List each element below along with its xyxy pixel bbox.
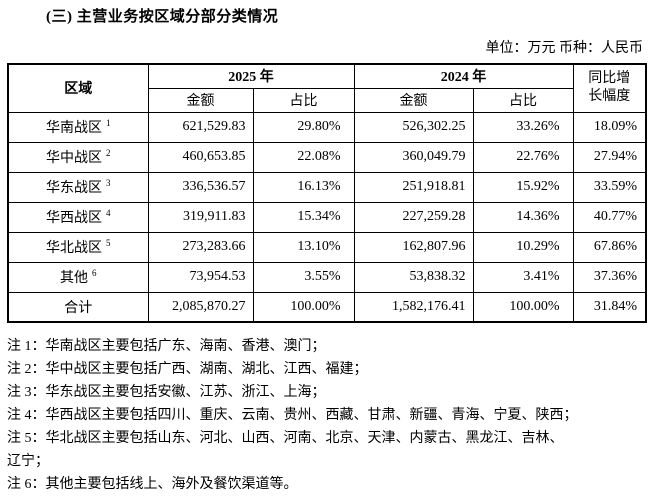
share-2025-cell: 15.34%	[252, 201, 355, 233]
yoy-cell: 27.94%	[572, 141, 647, 173]
share-2025-cell: 16.13%	[252, 171, 355, 203]
note-line: 注 1：华南战区主要包括广东、海南、香港、澳门；	[7, 339, 326, 354]
region-cell: 其他 6	[7, 261, 149, 293]
yoy-cell: 33.59%	[572, 171, 647, 203]
table-row-other: 其他 6 73,954.53 3.55% 53,838.32 3.41% 37.3…	[7, 261, 647, 293]
region-label: 华东战区	[46, 181, 102, 196]
yoy-cell: 18.09%	[572, 111, 647, 143]
amount-2024-cell: 360,049.79	[353, 141, 474, 173]
amount-2025-cell: 273,283.66	[147, 231, 254, 263]
yoy-cell: 37.36%	[572, 261, 647, 293]
share-2025-cell: 3.55%	[252, 261, 355, 293]
share-2024-cell: 10.29%	[472, 231, 574, 263]
table-row-north: 华北战区 5 273,283.66 13.10% 162,807.96 10.29…	[7, 231, 647, 263]
total-label-cell: 合计	[7, 291, 149, 323]
header-row-1: 区域 2025 年 2024 年 同比增 长幅度	[7, 63, 647, 113]
footnote-4: 注 4：华西战区主要包括四川、重庆、云南、贵州、西藏、甘肃、新疆、青海、宁夏、陕…	[7, 404, 643, 427]
amount-2024-cell: 251,918.81	[353, 171, 474, 203]
share-2024-cell: 33.26%	[472, 111, 574, 143]
yoy-header-line2: 长幅度	[588, 89, 631, 105]
table-header: 区域 2025 年 2024 年 同比增 长幅度 金额 占比 金额 占比	[7, 63, 647, 113]
note-line: 注 3：华东战区主要包括安徽、江苏、浙江、上海；	[7, 385, 326, 400]
note-line: 辽宁；	[7, 454, 49, 469]
region-label: 华西战区	[46, 211, 102, 226]
total-amount-2025-cell: 2,085,870.27	[147, 291, 254, 323]
share-2024-cell: 15.92%	[472, 171, 574, 203]
amount-2024-cell: 53,838.32	[353, 261, 474, 293]
share-2024-cell: 3.41%	[472, 261, 574, 293]
unit-label: 单位：万元 币种：人民币	[485, 41, 644, 56]
region-label: 华南战区	[46, 121, 102, 136]
note-line: 注 6：其他主要包括线上、海外及餐饮渠道等。	[7, 477, 298, 492]
amount-2025-cell: 621,529.83	[147, 111, 254, 143]
table-row-west: 华西战区 4 319,911.83 15.34% 227,259.28 14.36…	[7, 201, 647, 233]
table-row-south: 华南战区 1 621,529.83 29.80% 526,302.25 33.26…	[7, 111, 647, 143]
footnotes: 注 1：华南战区主要包括广东、海南、香港、澳门； 注 2：华中战区主要包括广西、…	[7, 335, 643, 496]
region-header: 区域	[7, 63, 149, 113]
table-row-east: 华东战区 3 336,536.57 16.13% 251,918.81 15.92…	[7, 171, 647, 203]
share-2024-header: 占比	[472, 87, 574, 113]
yoy-header-line1: 同比增	[588, 71, 631, 87]
footnote-5: 注 5：华北战区主要包括山东、河北、山西、河南、北京、天津、内蒙古、黑龙江、吉林…	[7, 427, 643, 473]
footnote-ref: 4	[106, 208, 111, 219]
share-2024-cell: 14.36%	[472, 201, 574, 233]
revenue-by-region-table: 区域 2025 年 2024 年 同比增 长幅度 金额 占比 金额 占比 华南战…	[7, 63, 647, 323]
note-line: 注 5：华北战区主要包括山东、河北、山西、河南、北京、天津、内蒙古、黑龙江、吉林…	[7, 431, 564, 446]
share-2025-cell: 22.08%	[252, 141, 355, 173]
region-label: 华中战区	[46, 151, 102, 166]
amount-2025-cell: 336,536.57	[147, 171, 254, 203]
note-line: 注 4：华西战区主要包括四川、重庆、云南、贵州、西藏、甘肃、新疆、青海、宁夏、陕…	[7, 408, 578, 423]
table-body: 华南战区 1 621,529.83 29.80% 526,302.25 33.26…	[7, 111, 647, 323]
amount-2025-cell: 73,954.53	[147, 261, 254, 293]
amount-2024-cell: 526,302.25	[353, 111, 474, 143]
year-2025-header: 2025 年	[147, 63, 355, 89]
footnote-1: 注 1：华南战区主要包括广东、海南、香港、澳门；	[7, 335, 643, 358]
report-page: (三) 主营业务按区域分部分类情况 单位：万元 币种：人民币 区域 2025 年…	[0, 7, 650, 497]
region-label: 其他	[60, 271, 88, 286]
region-cell: 华东战区 3	[7, 171, 149, 203]
footnote-ref: 2	[106, 148, 111, 159]
yoy-cell: 67.86%	[572, 231, 647, 263]
yoy-header: 同比增 长幅度	[572, 63, 647, 113]
share-2025-cell: 29.80%	[252, 111, 355, 143]
footnote-3: 注 3：华东战区主要包括安徽、江苏、浙江、上海；	[7, 381, 643, 404]
region-cell: 华西战区 4	[7, 201, 149, 233]
share-2024-cell: 22.76%	[472, 141, 574, 173]
amount-2025-cell: 460,653.85	[147, 141, 254, 173]
amount-2024-cell: 227,259.28	[353, 201, 474, 233]
yoy-cell: 40.77%	[572, 201, 647, 233]
footnote-ref: 6	[92, 268, 97, 279]
table-row-total: 合计 2,085,870.27 100.00% 1,582,176.41 100…	[7, 291, 647, 323]
note-line: 注 2：华中战区主要包括广西、湖南、湖北、江西、福建；	[7, 362, 368, 377]
amount-2025-header: 金额	[147, 87, 254, 113]
header-row-2: 金额 占比 金额 占比	[8, 87, 646, 113]
region-cell: 华南战区 1	[7, 111, 149, 143]
total-yoy-cell: 31.84%	[572, 291, 647, 323]
page-title: (三) 主营业务按区域分部分类情况	[46, 9, 279, 25]
region-label: 华北战区	[46, 241, 102, 256]
amount-2025-cell: 319,911.83	[147, 201, 254, 233]
table-row-central: 华中战区 2 460,653.85 22.08% 360,049.79 22.76…	[7, 141, 647, 173]
amount-2024-header: 金额	[353, 87, 474, 113]
region-cell: 华北战区 5	[7, 231, 149, 263]
footnote-6: 注 6：其他主要包括线上、海外及餐饮渠道等。	[7, 473, 643, 496]
footnote-ref: 1	[106, 118, 111, 129]
footnote-ref: 3	[106, 178, 111, 189]
total-share-2025-cell: 100.00%	[252, 291, 355, 323]
total-share-2024-cell: 100.00%	[472, 291, 574, 323]
footnote-2: 注 2：华中战区主要包括广西、湖南、湖北、江西、福建；	[7, 358, 643, 381]
share-2025-cell: 13.10%	[252, 231, 355, 263]
footnote-ref: 5	[106, 238, 111, 249]
region-cell: 华中战区 2	[7, 141, 149, 173]
year-2024-header: 2024 年	[353, 63, 574, 89]
amount-2024-cell: 162,807.96	[353, 231, 474, 263]
total-amount-2024-cell: 1,582,176.41	[353, 291, 474, 323]
share-2025-header: 占比	[252, 87, 355, 113]
